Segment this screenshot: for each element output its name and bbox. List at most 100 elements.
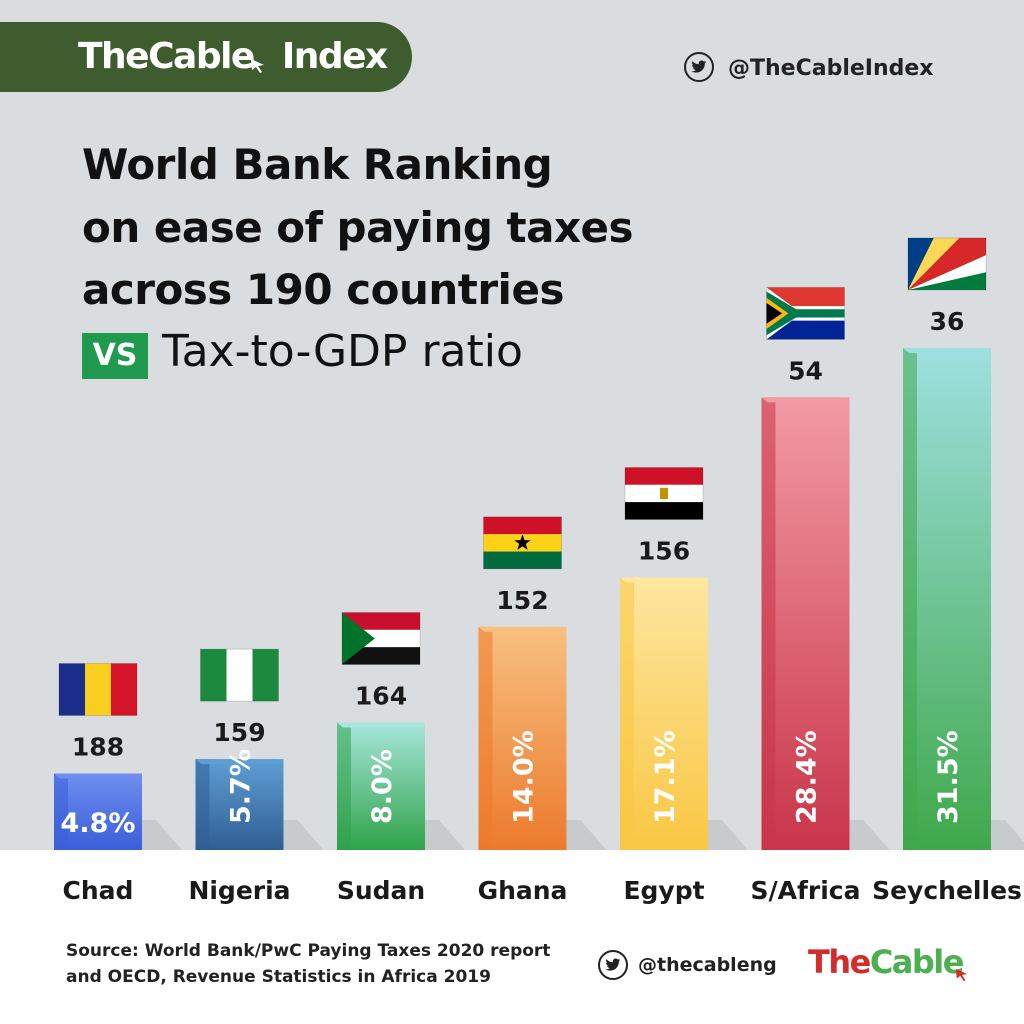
bar-value-label: 17.1% <box>650 730 681 824</box>
bar-value-label: 5.7% <box>226 749 257 824</box>
flag-south-africa-icon <box>766 286 845 340</box>
flag-part <box>226 649 253 702</box>
bar-top <box>54 773 142 779</box>
flag-part <box>908 255 986 290</box>
bar-facet <box>620 577 634 850</box>
bar-facet <box>337 722 351 850</box>
flag-seychelles-icon <box>907 237 987 291</box>
flag-part <box>200 649 227 702</box>
bar-seychelles <box>903 347 991 850</box>
brand-name: TheCable <box>78 36 255 77</box>
flag-part <box>908 237 986 290</box>
brand-logo: TheCable Index <box>78 36 388 77</box>
bar-ghana <box>478 626 567 850</box>
rank-label: 54 <box>788 356 823 385</box>
rank-label: 156 <box>638 536 690 565</box>
flag-part <box>85 663 111 716</box>
bar-top <box>195 759 284 765</box>
country-label: Egypt <box>623 876 705 905</box>
bar-value-label: 8.0% <box>367 749 398 824</box>
bar-value-label: 14.0% <box>509 730 540 824</box>
flag-part <box>624 466 704 520</box>
bar-sudan <box>337 722 425 850</box>
footer-twitter-icon <box>598 950 628 980</box>
title-line-4: Tax-to-GDP ratio <box>162 326 523 377</box>
flag-ghana-icon <box>483 516 562 570</box>
rank-label: 36 <box>930 307 965 336</box>
flag-chad-icon <box>58 663 138 716</box>
country-label: Chad <box>62 876 134 905</box>
flag-part <box>200 648 279 702</box>
bar-shadow <box>708 820 748 850</box>
bar-value-label: 28.4% <box>792 730 823 824</box>
brand-suffix: Index <box>281 36 388 77</box>
flag-part <box>660 487 668 500</box>
bar-shadow <box>425 820 465 850</box>
cursor-icon <box>251 59 264 73</box>
bar-shadow <box>991 820 1024 850</box>
flag-part <box>111 663 137 716</box>
flag-part <box>342 612 420 630</box>
source-note: Source: World Bank/PwC Paying Taxes 2020… <box>66 938 550 990</box>
bar-top <box>903 347 991 353</box>
country-label: Sudan <box>336 876 426 905</box>
footer-cursor-icon <box>955 968 968 982</box>
bar-nigeria <box>195 759 284 850</box>
bar-value-label: 31.5% <box>933 730 964 824</box>
flag-part <box>483 516 562 570</box>
flag-part <box>58 663 138 716</box>
rank-label: 164 <box>355 682 407 711</box>
flag-part <box>625 467 703 485</box>
flag-part <box>252 649 279 702</box>
rank-label: 159 <box>213 718 265 747</box>
flag-part <box>907 237 987 291</box>
bar-shadow <box>566 820 607 850</box>
flag-part <box>341 612 421 665</box>
flag-part <box>766 302 783 324</box>
twitter-icon <box>684 52 714 82</box>
title-line-2: on ease of paying taxes <box>82 203 634 252</box>
flag-nigeria-icon <box>200 648 279 702</box>
country-label: S/Africa <box>750 876 861 905</box>
bar-facet <box>761 397 776 850</box>
bar-chart: 4.8% 188 5.7%159 8.0% 164 14.0% 152 17.1% 156 28.… <box>54 237 1024 850</box>
flag-part <box>766 291 845 336</box>
footer-twitter-handle: @thecableng <box>638 954 777 976</box>
flag-egypt-icon <box>624 466 704 520</box>
bar-egypt <box>620 577 708 850</box>
rank-label: 188 <box>72 733 124 762</box>
bar-chad <box>54 773 142 850</box>
flag-part <box>483 516 562 535</box>
bar-facet <box>903 347 917 850</box>
source-line-1: Source: World Bank/PwC Paying Taxes 2020… <box>66 941 551 961</box>
bar-top <box>337 722 425 728</box>
footer-logo-cable: Cable <box>869 943 965 981</box>
footer-logo: TheCable <box>808 943 965 981</box>
bar-value-label: 4.8% <box>61 808 136 839</box>
header-twitter-handle: @TheCableIndex <box>728 56 934 81</box>
bar-top <box>478 626 567 632</box>
flag-part <box>625 502 703 520</box>
country-label: Ghana <box>477 876 568 905</box>
flag-part <box>342 612 375 665</box>
brand-banner <box>0 22 412 92</box>
footer-logo-the: The <box>808 943 871 981</box>
country-label: Seychelles <box>872 876 1022 905</box>
flag-part <box>59 663 85 716</box>
flag-sudan-icon <box>341 612 421 665</box>
title-line-1: World Bank Ranking <box>82 140 553 189</box>
bar-facet <box>54 773 68 850</box>
bar-safrica <box>761 397 850 850</box>
bar-shadow <box>849 820 890 850</box>
bar-top <box>761 397 850 403</box>
flag-part <box>483 551 562 569</box>
flag-part <box>514 534 531 550</box>
source-line-2: and OECD, Revenue Statistics in Africa 2… <box>66 967 491 987</box>
flag-part <box>342 647 420 665</box>
rank-label: 152 <box>496 586 548 615</box>
bar-shadow <box>142 820 182 850</box>
country-label: Nigeria <box>188 876 291 905</box>
bar-facet <box>478 626 493 850</box>
bar-top <box>620 577 708 583</box>
title-line-3: across 190 countries <box>82 265 564 314</box>
